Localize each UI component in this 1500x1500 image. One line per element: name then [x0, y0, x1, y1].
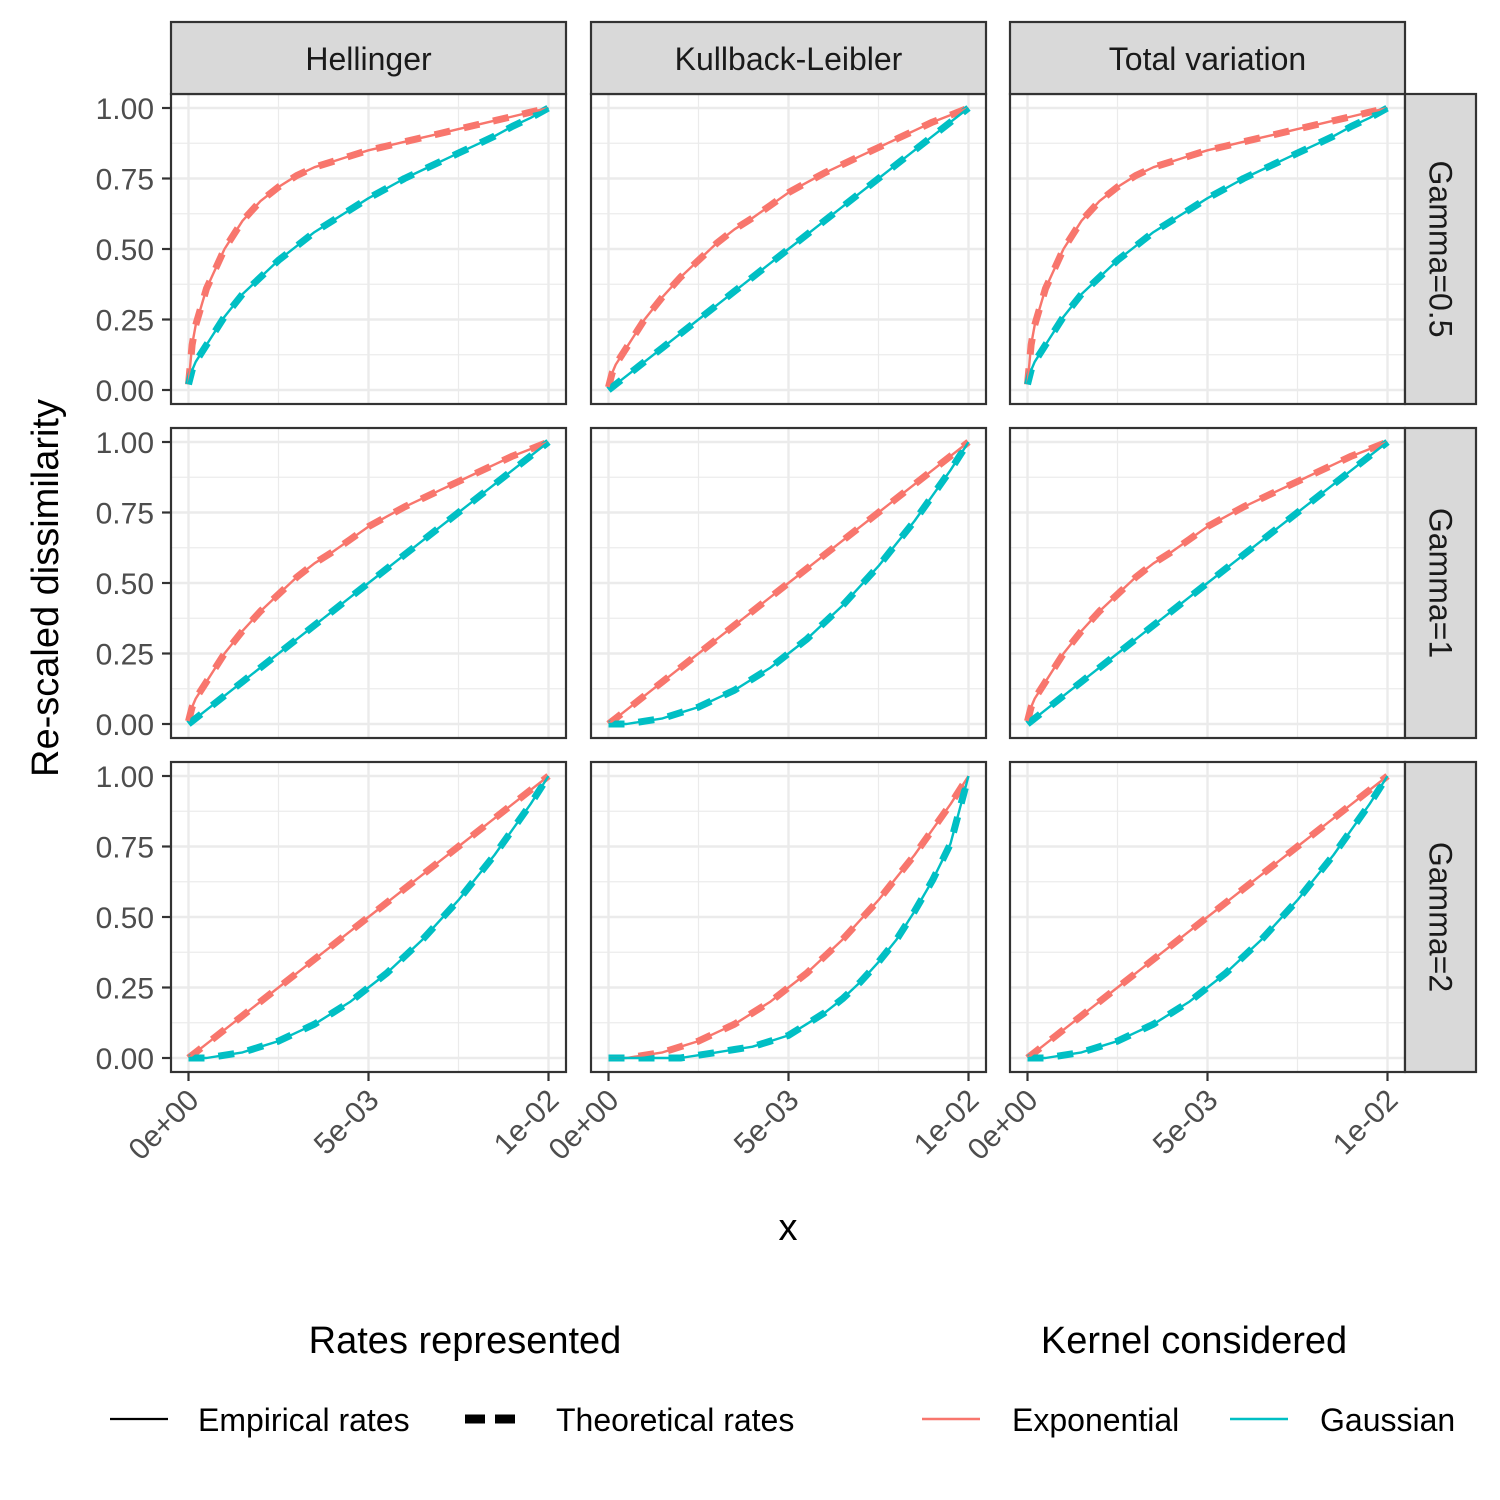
y-tick-label: 0.25 — [96, 973, 154, 1006]
x-axis-total-variation: 0e+00 5e-03 1e-02 — [962, 1072, 1405, 1167]
y-axis-gamma-1: 0.00 0.25 0.50 0.75 1.00 — [96, 427, 171, 742]
y-tick-label: 0.00 — [96, 709, 154, 742]
series-exponential-empirical — [607, 106, 969, 388]
series-gaussian-empirical — [608, 441, 970, 726]
series-gaussian-empirical — [1026, 441, 1389, 725]
x-axis-title: x — [779, 1207, 798, 1249]
y-tick-label: 0.25 — [96, 639, 154, 672]
strip-gamma-2: Gamma=2 — [1403, 760, 1478, 1074]
legend-linetype-title: Rates represented — [309, 1320, 622, 1362]
panel-kullback-leibler-gamma-1 — [589, 426, 988, 740]
series-exponential-empirical — [187, 440, 549, 722]
x-axis-kullback-leibler: 0e+00 5e-03 1e-02 — [543, 1072, 985, 1167]
y-tick-label: 1.00 — [96, 427, 154, 460]
y-tick-label: 0.75 — [96, 832, 154, 865]
y-tick-label: 1.00 — [96, 761, 154, 794]
legend-linetype: Rates represented Empirical rates Theore… — [110, 1320, 794, 1438]
strip-label: Gamma=0.5 — [1423, 161, 1459, 338]
series-gaussian-empirical — [187, 441, 550, 725]
panel-hellinger-gamma-1 — [169, 426, 568, 740]
panel-total-variation-gamma-1 — [1008, 426, 1407, 740]
series-exponential-empirical — [1026, 106, 1388, 385]
series-gaussian-empirical — [187, 106, 550, 385]
series-exponential-empirical — [1026, 775, 1389, 1059]
series-exponential-empirical — [1026, 440, 1388, 722]
legend-color-title: Kernel considered — [1041, 1320, 1347, 1362]
series-gaussian-empirical — [1026, 106, 1389, 385]
series-exponential-empirical — [607, 441, 970, 725]
series-gaussian-empirical — [607, 107, 970, 391]
strip-background — [169, 20, 568, 96]
y-tick-label: 0.00 — [96, 1043, 154, 1076]
panel-hellinger-gamma-0-5 — [169, 92, 568, 406]
panels-layer — [169, 92, 1407, 1074]
strip-hellinger: Hellinger — [169, 20, 568, 96]
y-tick-label: 0.75 — [96, 164, 154, 197]
legend-label-exponential: Exponential — [1012, 1402, 1179, 1438]
strips-layer: Hellinger Kullback-Leibler Total variation… — [169, 20, 1478, 1074]
panel-total-variation-gamma-2 — [1008, 760, 1407, 1074]
series-gaussian-empirical — [1027, 775, 1389, 1060]
series-exponential-empirical — [187, 775, 550, 1059]
x-tick-label: 0e+00 — [543, 1084, 626, 1167]
strip-gamma-1: Gamma=1 — [1403, 426, 1478, 740]
y-axis-gamma-0-5: 0.00 0.25 0.50 0.75 1.00 — [96, 93, 171, 408]
y-tick-label: 0.50 — [96, 234, 154, 267]
y-tick-label: 0.25 — [96, 305, 154, 338]
y-tick-label: 0.75 — [96, 498, 154, 531]
y-tick-label: 0.50 — [96, 902, 154, 935]
legend-label-empirical: Empirical rates — [198, 1402, 410, 1438]
strip-label: Gamma=2 — [1423, 842, 1459, 992]
strip-kullback-leibler: Kullback-Leibler — [589, 20, 988, 96]
strip-label: Kullback-Leibler — [675, 41, 903, 77]
legend-color: Kernel considered Exponential Gaussian — [922, 1320, 1455, 1438]
y-tick-label: 0.00 — [96, 375, 154, 408]
x-tick-label: 5e-03 — [1147, 1084, 1225, 1162]
strip-background — [1403, 760, 1478, 1074]
strip-total-variation: Total variation — [1008, 20, 1407, 96]
series-exponential-empirical — [187, 106, 549, 385]
strip-label: Gamma=1 — [1423, 508, 1459, 658]
x-tick-label: 1e-02 — [1327, 1084, 1405, 1162]
series-gaussian-empirical — [608, 775, 970, 1060]
series-gaussian-empirical — [188, 775, 550, 1060]
strip-background — [589, 20, 988, 96]
strip-gamma-0-5: Gamma=0.5 — [1403, 92, 1478, 406]
panel-kullback-leibler-gamma-2 — [589, 760, 988, 1074]
y-tick-label: 0.50 — [96, 568, 154, 601]
series-exponential-empirical — [608, 775, 970, 1060]
x-axis-hellinger: 0e+00 5e-03 1e-02 — [123, 1072, 565, 1167]
y-axis-title: Re-scaled dissimilarity — [25, 399, 67, 777]
panel-border — [589, 426, 988, 740]
x-tick-label: 5e-03 — [308, 1084, 386, 1162]
x-tick-label: 0e+00 — [123, 1084, 206, 1167]
strip-background — [1403, 426, 1478, 740]
strip-label: Total variation — [1109, 41, 1306, 77]
strip-background — [1403, 92, 1478, 406]
y-tick-label: 1.00 — [96, 93, 154, 126]
x-tick-label: 5e-03 — [728, 1084, 806, 1162]
strip-label: Hellinger — [305, 41, 432, 77]
panel-kullback-leibler-gamma-0-5 — [589, 92, 988, 406]
panel-total-variation-gamma-0-5 — [1008, 92, 1407, 406]
legend-label-gaussian: Gaussian — [1320, 1402, 1455, 1438]
strip-background — [1008, 20, 1407, 96]
panel-hellinger-gamma-2 — [169, 760, 568, 1074]
y-axis-gamma-2: 0.00 0.25 0.50 0.75 1.00 — [96, 761, 171, 1076]
legend-label-theoretical: Theoretical rates — [556, 1402, 794, 1438]
